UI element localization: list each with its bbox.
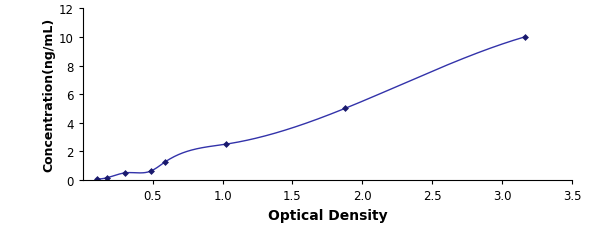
X-axis label: Optical Density: Optical Density: [268, 208, 387, 222]
Y-axis label: Concentration(ng/mL): Concentration(ng/mL): [43, 18, 56, 171]
